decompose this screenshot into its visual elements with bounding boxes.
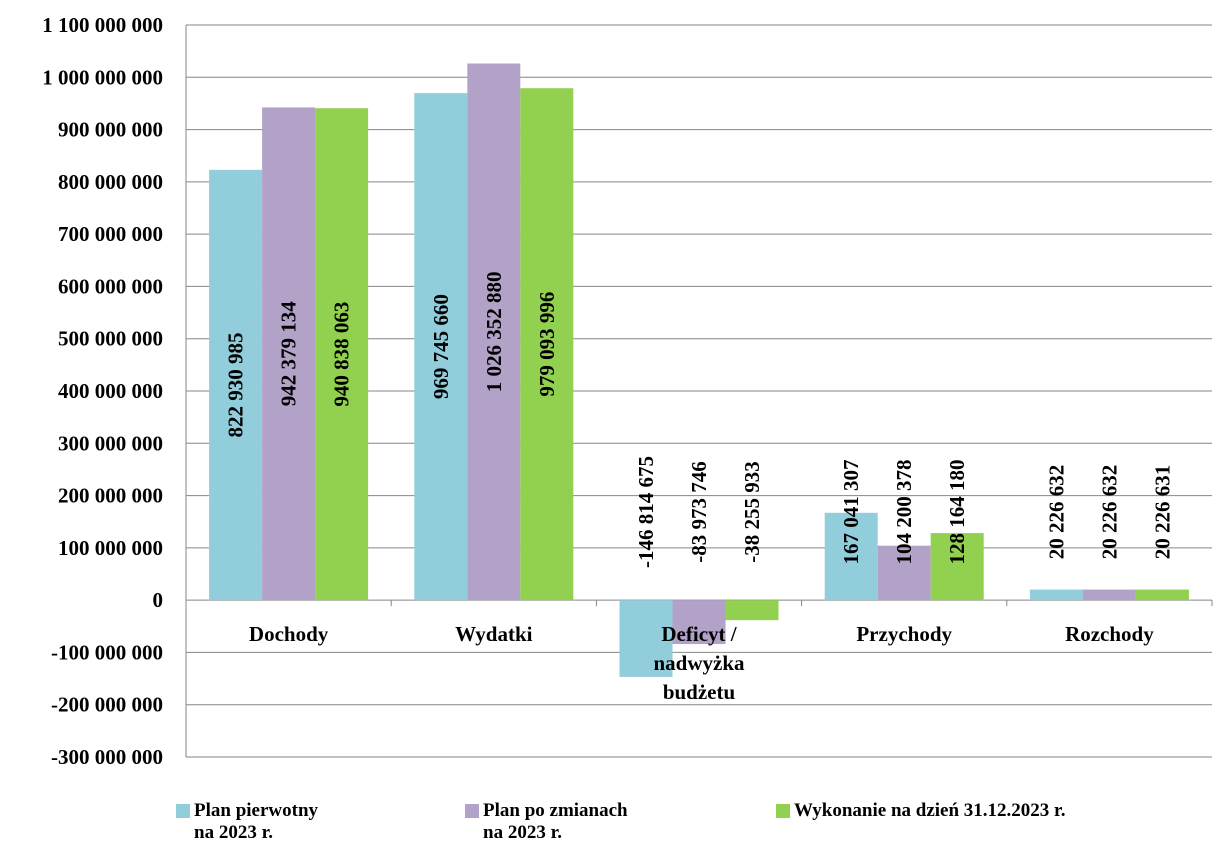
bar	[930, 533, 984, 601]
data-label: -38 255 933	[740, 461, 764, 563]
legend-swatch	[176, 804, 190, 818]
y-tick-label: 600 000 000	[58, 274, 163, 298]
x-category-label: Rozchody	[1065, 622, 1154, 646]
data-label: 20 226 631	[1150, 465, 1174, 560]
bar	[520, 88, 574, 601]
legend-swatch	[465, 804, 479, 818]
data-label: 20 226 632	[1044, 465, 1068, 560]
y-tick-label: -300 000 000	[51, 745, 163, 769]
y-tick-label: 100 000 000	[58, 536, 163, 560]
bar	[824, 512, 878, 601]
x-category-label: Dochody	[249, 622, 329, 646]
data-label: 940 838 063	[330, 302, 354, 407]
bar	[315, 108, 369, 601]
data-label: -83 973 746	[687, 461, 711, 563]
legend-swatch	[776, 804, 790, 818]
bar	[725, 600, 779, 621]
data-label: 167 041 307	[839, 460, 863, 565]
bar	[262, 107, 316, 601]
legend: Plan pierwotny na 2023 r. Plan po zmianac…	[0, 800, 1221, 850]
data-label: 969 745 660	[429, 294, 453, 399]
legend-item: Plan pierwotny na 2023 r.	[176, 800, 318, 844]
data-label: 979 093 996	[535, 292, 559, 397]
bar-chart-plot: 1 100 000 000 1 000 000 000 900 000 000 800…	[42, 13, 1213, 769]
y-tick-label: 0	[153, 588, 164, 612]
y-tick-label: 300 000 000	[58, 431, 163, 455]
legend-label: Plan pierwotny na 2023 r.	[194, 800, 319, 843]
data-label: 104 200 378	[892, 460, 916, 565]
data-label: -146 814 675	[634, 456, 658, 568]
y-tick-label: 400 000 000	[58, 379, 163, 403]
bar	[877, 545, 931, 601]
bar	[1082, 589, 1136, 601]
bar	[619, 600, 673, 677]
x-category-label: Przychody	[856, 622, 952, 646]
bar	[467, 63, 521, 601]
data-label: 942 379 134	[277, 301, 301, 407]
legend-item: Plan po zmianach na 2023 r.	[465, 800, 628, 844]
bar	[209, 169, 263, 601]
y-tick-label: -200 000 000	[51, 693, 163, 717]
y-tick-label: 700 000 000	[58, 222, 163, 246]
y-tick-label: 1 100 000 000	[42, 13, 163, 37]
x-category-label: Deficyt / nadwyżka budżetu	[653, 622, 745, 704]
y-tick-label: 800 000 000	[58, 170, 163, 194]
y-tick-label: 900 000 000	[58, 118, 163, 142]
data-label: 822 930 985	[224, 333, 248, 438]
bar	[672, 600, 726, 645]
bar	[414, 93, 468, 601]
bar	[1029, 589, 1083, 601]
y-tick-label: -100 000 000	[51, 640, 163, 664]
data-label: 128 164 180	[945, 459, 969, 564]
y-tick-label: 500 000 000	[58, 327, 163, 351]
y-tick-label: 1 000 000 000	[42, 65, 163, 89]
x-category-label: Wydatki	[455, 622, 533, 646]
y-tick-label: 200 000 000	[58, 484, 163, 508]
bar	[1135, 589, 1189, 601]
data-label: 20 226 632	[1097, 465, 1121, 560]
legend-label: Plan po zmianach na 2023 r.	[483, 800, 628, 843]
data-label: 1 026 352 880	[482, 271, 506, 392]
legend-item: Wykonanie na dzień 31.12.2023 r.	[776, 800, 1066, 822]
legend-label: Wykonanie na dzień 31.12.2023 r.	[794, 800, 1066, 821]
